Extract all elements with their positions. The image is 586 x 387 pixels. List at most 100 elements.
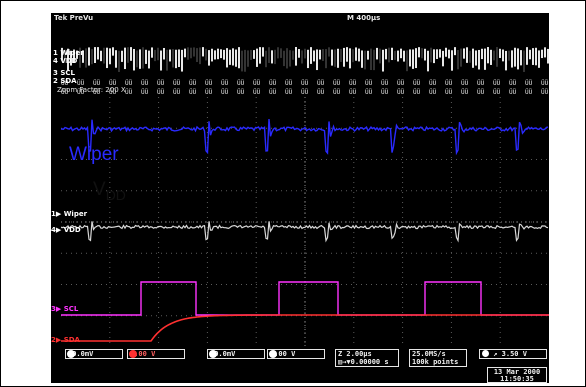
svg-text:ÜÜ: ÜÜ [125, 89, 133, 96]
svg-text:ÜÜ: ÜÜ [365, 80, 373, 87]
svg-text:ÜÜ: ÜÜ [397, 80, 405, 87]
svg-text:ÜÜ: ÜÜ [493, 80, 501, 87]
svg-text:ÜÜ: ÜÜ [429, 89, 437, 96]
svg-text:ÜÜ: ÜÜ [477, 80, 485, 87]
svg-text:ÜÜ: ÜÜ [109, 80, 117, 87]
svg-text:ÜÜ: ÜÜ [413, 89, 421, 96]
svg-text:ÜÜ: ÜÜ [509, 89, 517, 96]
trigger-channel-icon [482, 350, 489, 357]
svg-text:ÜÜ: ÜÜ [253, 89, 261, 96]
svg-text:ÜÜ: ÜÜ [189, 89, 197, 96]
svg-text:ÜÜ: ÜÜ [381, 80, 389, 87]
svg-text:ÜÜ: ÜÜ [541, 89, 549, 96]
svg-text:ÜÜ: ÜÜ [93, 89, 101, 96]
overview-waveform: ÜÜ ÜÜ ÜÜ ÜÜ ÜÜ ÜÜ ÜÜ ÜÜ ÜÜ ÜÜ ÜÜ ÜÜ ÜÜ ÜÜ ÜÜ ÜÜ ÜÜ ÜÜ ÜÜ ÜÜ… [51, 25, 549, 97]
svg-text:ÜÜ: ÜÜ [77, 89, 85, 96]
overview-wiper-label: 1 Wiper [53, 49, 84, 57]
svg-text:ÜÜ: ÜÜ [269, 80, 277, 87]
svg-text:ÜÜ: ÜÜ [349, 89, 357, 96]
svg-text:ÜÜ: ÜÜ [157, 80, 165, 87]
scope-header: Tek PreVu M 400µs [51, 13, 549, 25]
svg-text:ÜÜ: ÜÜ [221, 80, 229, 87]
wiper-trace [61, 118, 549, 156]
timebase-value: Z 2.00µs [338, 350, 372, 358]
ch2-scale-readout: 5.00 V [127, 349, 185, 359]
svg-text:ÜÜ: ÜÜ [365, 89, 373, 96]
ch4-indicator-icon [269, 350, 277, 358]
svg-text:ÜÜ: ÜÜ [397, 89, 405, 96]
main-waveform-grid [61, 97, 549, 347]
svg-text:ÜÜ: ÜÜ [285, 89, 293, 96]
svg-text:ÜÜ: ÜÜ [541, 80, 549, 87]
svg-text:ÜÜ: ÜÜ [173, 80, 181, 87]
delay-value: ▥→▼0.00000 s [338, 358, 389, 366]
overview-scl-label: 3 SCL [53, 69, 75, 77]
sample-rate-value: 25.0MS/s [412, 350, 446, 358]
ch2-indicator-icon [129, 350, 137, 358]
zoom-factor-label: Zoom Factor: 200 X [57, 86, 126, 94]
svg-text:ÜÜ: ÜÜ [509, 80, 517, 87]
svg-text:ÜÜ: ÜÜ [221, 89, 229, 96]
svg-text:ÜÜ: ÜÜ [461, 80, 469, 87]
trigger-slope-icon: ↗ [493, 350, 498, 358]
acquisition-box: 25.0MS/s 100k points [409, 349, 467, 367]
svg-text:ÜÜ: ÜÜ [77, 80, 85, 87]
ch1-indicator-icon [67, 350, 75, 358]
svg-text:ÜÜ: ÜÜ [381, 89, 389, 96]
svg-text:ÜÜ: ÜÜ [253, 80, 261, 87]
ch3-scale-readout: 10.0mV [207, 349, 265, 359]
ch1-scale-readout: 10.0mV [65, 349, 123, 359]
svg-text:ÜÜ: ÜÜ [125, 80, 133, 87]
svg-text:ÜÜ: ÜÜ [301, 80, 309, 87]
svg-text:ÜÜ: ÜÜ [205, 89, 213, 96]
scope-status-label: Tek PreVu [54, 14, 94, 22]
wiper-annotation: Wiper [69, 144, 119, 165]
svg-text:ÜÜ: ÜÜ [237, 80, 245, 87]
svg-text:ÜÜ: ÜÜ [237, 89, 245, 96]
svg-text:ÜÜ: ÜÜ [429, 80, 437, 87]
svg-text:ÜÜ: ÜÜ [317, 89, 325, 96]
ch4-marker: 4▶ VDD [51, 226, 81, 234]
svg-text:ÜÜ: ÜÜ [109, 89, 117, 96]
ch1-marker: 1▶ Wiper [51, 210, 88, 218]
date-value: 13 Mar 2000 [493, 368, 541, 376]
svg-text:ÜÜ: ÜÜ [525, 80, 533, 87]
svg-text:ÜÜ: ÜÜ [525, 89, 533, 96]
ch2-marker: 2▶ SDA [51, 336, 80, 344]
svg-text:ÜÜ: ÜÜ [317, 80, 325, 87]
vdd-annotation: VDD [93, 179, 126, 203]
svg-text:ÜÜ: ÜÜ [477, 89, 485, 96]
timebase-readout: M 400µs [347, 14, 381, 22]
svg-text:ÜÜ: ÜÜ [61, 89, 69, 96]
overview-sda-label: 2 SDA [53, 77, 77, 85]
svg-text:ÜÜ: ÜÜ [61, 80, 69, 87]
datetime-box: 13 Mar 2000 11:50:35 [487, 367, 547, 383]
svg-text:ÜÜ: ÜÜ [141, 89, 149, 96]
trigger-box: ↗ 3.50 V [479, 349, 547, 359]
svg-text:ÜÜ: ÜÜ [173, 89, 181, 96]
svg-text:ÜÜ: ÜÜ [445, 89, 453, 96]
svg-text:ÜÜ: ÜÜ [413, 80, 421, 87]
svg-text:ÜÜ: ÜÜ [141, 80, 149, 87]
sda-trace [61, 314, 549, 342]
svg-text:ÜÜ: ÜÜ [205, 80, 213, 87]
ch3-marker: 3▶ SCL [51, 305, 79, 313]
svg-text:ÜÜ: ÜÜ [285, 80, 293, 87]
status-bar: 10.0mV 5.00 V 10.0mV 5.00 V Z 2.00µs ▥→▼… [51, 347, 549, 383]
overview-vdd-label: 4 VDD [53, 57, 78, 65]
svg-text:ÜÜ: ÜÜ [93, 80, 101, 87]
ch3-indicator-icon [209, 350, 217, 358]
svg-text:ÜÜ: ÜÜ [189, 80, 197, 87]
svg-text:ÜÜ: ÜÜ [157, 89, 165, 96]
svg-text:ÜÜ: ÜÜ [269, 89, 277, 96]
trigger-level-value: 3.50 V [501, 350, 527, 358]
svg-text:ÜÜ: ÜÜ [493, 89, 501, 96]
timebase-box: Z 2.00µs ▥→▼0.00000 s [335, 349, 399, 367]
ch4-scale-readout: 5.00 V [267, 349, 325, 359]
oscilloscope-screen: Tek PreVu M 400µs ÜÜ ÜÜ ÜÜ ÜÜ ÜÜ ÜÜ ÜÜ ÜÜ ÜÜ ÜÜ ÜÜ… [51, 13, 549, 383]
svg-text:ÜÜ: ÜÜ [333, 89, 341, 96]
scl-trace [61, 281, 549, 316]
svg-text:ÜÜ: ÜÜ [301, 89, 309, 96]
vdd-trace [61, 221, 549, 243]
